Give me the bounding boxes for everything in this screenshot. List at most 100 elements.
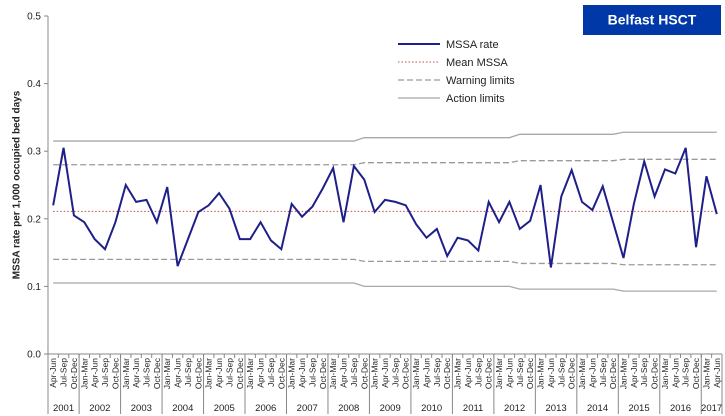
x-tick-label: Apr-Jun: [421, 358, 431, 388]
x-tick-label: Apr-Jun: [214, 358, 224, 388]
x-tick-label: Oct-Dec: [401, 357, 411, 389]
x-tick-label: Jul-Sep: [598, 358, 608, 387]
x-tick-label: Jan-Mar: [701, 358, 711, 389]
x-tick-label: Jul-Sep: [432, 358, 442, 387]
x-tick-label: Jan-Mar: [121, 358, 131, 389]
x-tick-label: Jul-Sep: [183, 358, 193, 387]
y-tick-label: 0.4: [27, 79, 41, 90]
y-axis-label: MSSA rate per 1,000 occupied bed days: [12, 90, 23, 279]
x-tick-label: Oct-Dec: [276, 357, 286, 389]
x-tick-label: Jan-Mar: [328, 358, 338, 389]
x-tick-label: Jul-Sep: [59, 358, 69, 387]
x-tick-label: Oct-Dec: [193, 357, 203, 389]
x-tick-label: Apr-Jun: [546, 358, 556, 388]
legend-label: MSSA rate: [446, 39, 499, 51]
x-tick-label: Jan-Mar: [453, 358, 463, 389]
series-line: [53, 131, 717, 142]
year-label: 2014: [587, 403, 608, 414]
x-tick-label: Apr-Jun: [587, 358, 597, 388]
x-tick-label: Apr-Jun: [297, 358, 307, 388]
x-tick-label: Jan-Mar: [577, 358, 587, 389]
x-tick-label: Jan-Mar: [660, 358, 670, 389]
x-tick-label: Jan-Mar: [494, 358, 504, 389]
year-label: 2007: [297, 403, 318, 414]
series-line: [53, 158, 717, 166]
legend-label: Warning limits: [446, 75, 515, 87]
x-tick-label: Oct-Dec: [608, 357, 618, 389]
legend-label: Action limits: [446, 93, 505, 105]
year-label: 2010: [421, 403, 442, 414]
x-tick-label: Jul-Sep: [224, 358, 234, 387]
x-tick-label: Jul-Sep: [349, 358, 359, 387]
year-label: 2017: [701, 403, 722, 414]
y-tick-label: 0.2: [27, 214, 41, 225]
x-tick-label: Jan-Mar: [287, 358, 297, 389]
year-label: 2008: [338, 403, 359, 414]
x-tick-label: Oct-Dec: [567, 357, 577, 389]
x-tick-label: Apr-Jun: [670, 358, 680, 388]
year-label: 2016: [670, 403, 691, 414]
year-label: 2009: [380, 403, 401, 414]
x-tick-label: Jan-Mar: [204, 358, 214, 389]
x-tick-label: Oct-Dec: [442, 357, 452, 389]
x-tick-label: Oct-Dec: [359, 357, 369, 389]
x-tick-label: Apr-Jun: [504, 358, 514, 388]
x-tick-label: Apr-Jun: [48, 358, 58, 388]
x-tick-label: Apr-Jun: [131, 358, 141, 388]
year-label: 2011: [463, 403, 483, 414]
x-tick-label: Apr-Jun: [629, 358, 639, 388]
x-tick-label: Jul-Sep: [100, 358, 110, 387]
x-tick-label: Apr-Jun: [256, 358, 266, 388]
year-label: 2001: [53, 403, 74, 414]
x-tick-label: Oct-Dec: [525, 357, 535, 389]
series-line: [53, 258, 717, 266]
x-tick-label: Oct-Dec: [484, 357, 494, 389]
x-tick-label: Jul-Sep: [515, 358, 525, 387]
x-tick-label: Oct-Dec: [110, 357, 120, 389]
x-tick-label: Oct-Dec: [650, 357, 660, 389]
x-tick-label: Jan-Mar: [536, 358, 546, 389]
x-tick-label: Jul-Sep: [556, 358, 566, 387]
series-line: [52, 147, 718, 268]
x-tick-label: Oct-Dec: [152, 357, 162, 389]
x-tick-label: Jan-Mar: [245, 358, 255, 389]
y-tick-label: 0.5: [27, 12, 41, 23]
year-label: 2002: [89, 403, 110, 414]
x-tick-label: Jul-Sep: [307, 358, 317, 387]
x-tick-label: Apr-Jun: [90, 358, 100, 388]
x-tick-label: Jul-Sep: [266, 358, 276, 387]
x-tick-label: Oct-Dec: [318, 357, 328, 389]
x-tick-label: Jan-Mar: [618, 358, 628, 389]
x-tick-label: Jan-Mar: [162, 358, 172, 389]
x-tick-label: Jul-Sep: [142, 358, 152, 387]
x-tick-label: Apr-Jun: [339, 358, 349, 388]
year-label: 2004: [172, 403, 193, 414]
x-tick-label: Jan-Mar: [411, 358, 421, 389]
x-tick-label: Jul-Sep: [390, 358, 400, 387]
x-tick-label: Jan-Mar: [370, 358, 380, 389]
y-tick-label: 0.1: [27, 282, 41, 293]
x-tick-label: Jul-Sep: [639, 358, 649, 387]
x-tick-label: Apr-Jun: [463, 358, 473, 388]
year-label: 2012: [504, 403, 525, 414]
x-tick-label: Apr-Jun: [173, 358, 183, 388]
x-tick-label: Apr-Jun: [712, 358, 722, 388]
x-tick-label: Jan-Mar: [79, 358, 89, 389]
x-tick-label: Jul-Sep: [681, 358, 691, 387]
x-tick-label: Jul-Sep: [473, 358, 483, 387]
year-label: 2013: [546, 403, 567, 414]
series-line: [53, 282, 717, 292]
badge: Belfast HSCT: [608, 12, 697, 28]
x-tick-label: Oct-Dec: [69, 357, 79, 389]
legend-label: Mean MSSA: [446, 57, 508, 69]
x-tick-label: Oct-Dec: [691, 357, 701, 389]
year-label: 2006: [255, 403, 276, 414]
year-label: 2005: [214, 403, 235, 414]
y-tick-label: 0.3: [27, 147, 41, 158]
badge-box: [583, 5, 721, 35]
x-tick-label: Oct-Dec: [235, 357, 245, 389]
year-label: 2015: [628, 403, 649, 414]
y-tick-label: 0.0: [27, 350, 41, 361]
x-tick-label: Apr-Jun: [380, 358, 390, 388]
